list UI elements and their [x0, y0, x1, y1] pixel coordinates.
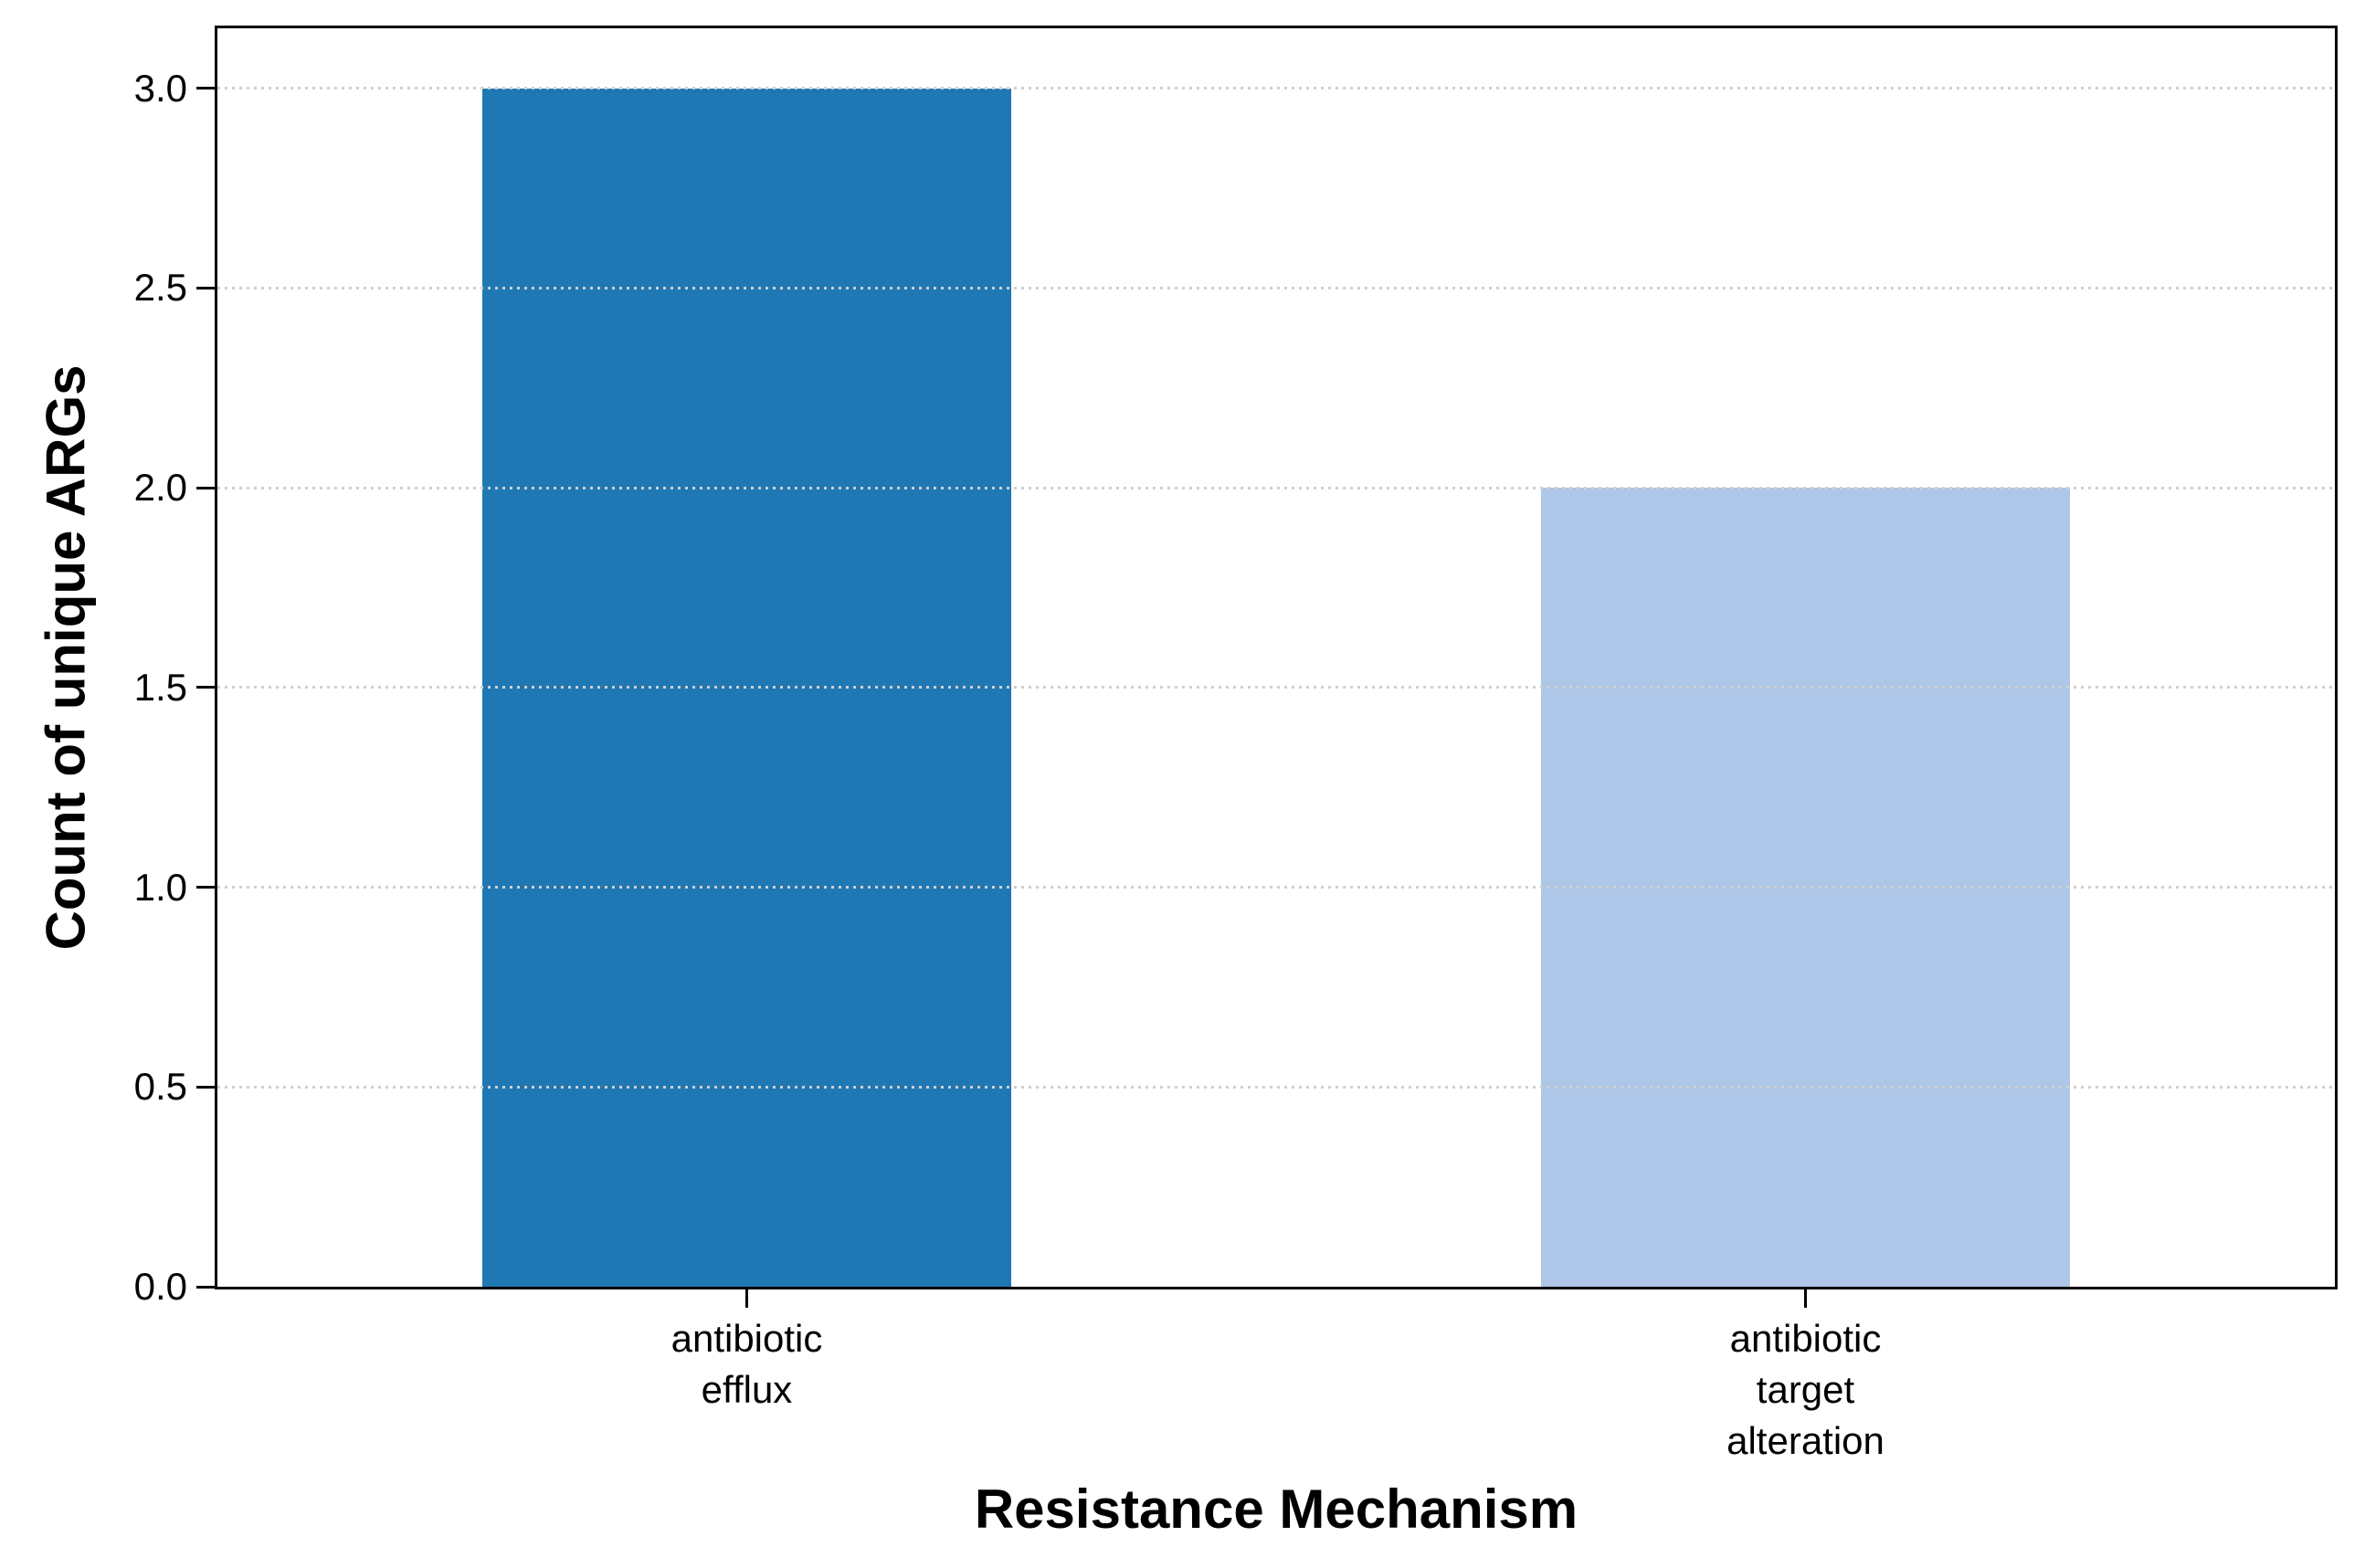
y-tick-mark [196, 486, 215, 489]
gridline [217, 286, 2335, 289]
gridline [217, 1085, 2335, 1089]
y-tick-mark [196, 886, 215, 889]
gridline [217, 686, 2335, 689]
y-tick-mark [196, 286, 215, 289]
y-tick-label: 0.0 [133, 1265, 187, 1308]
y-tick-mark [196, 87, 215, 90]
x-tick-label: antibiotic target alteration [1726, 1317, 1885, 1462]
gridline [217, 486, 2335, 489]
y-tick-mark [196, 1085, 215, 1089]
x-axis-title: Resistance Mechanism [974, 1479, 1578, 1540]
y-tick-label: 2.5 [133, 266, 187, 310]
y-tick-mark [196, 1285, 215, 1289]
y-axis-title: Count of unique ARGs [35, 364, 97, 951]
y-tick-label: 2.0 [133, 466, 187, 510]
x-tick-mark [745, 1287, 748, 1308]
plot-area [215, 26, 2338, 1289]
y-tick-label: 1.0 [133, 865, 187, 909]
gridline [217, 886, 2335, 889]
y-tick-label: 3.0 [133, 66, 187, 110]
y-tick-label: 1.5 [133, 665, 187, 709]
y-tick-mark [196, 686, 215, 689]
y-tick-label: 0.5 [133, 1065, 187, 1109]
x-tick-label: antibiotic efflux [670, 1317, 823, 1411]
gridline [217, 87, 2335, 90]
x-tick-mark [1804, 1287, 1807, 1308]
